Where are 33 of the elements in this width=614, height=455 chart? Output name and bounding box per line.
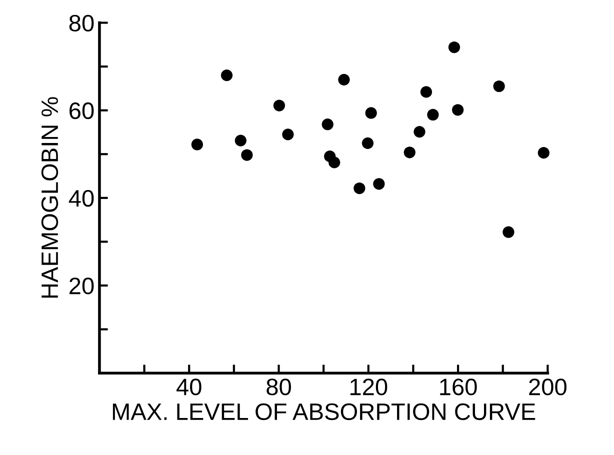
point	[354, 182, 366, 194]
y-tick-label: 40	[68, 190, 94, 207]
point	[448, 41, 460, 54]
point	[538, 147, 550, 159]
point	[234, 134, 246, 146]
point	[404, 146, 416, 158]
point	[414, 126, 426, 138]
x-axis-title: MAX. LEVEL OF ABSORPTION CURVE	[112, 403, 536, 420]
point	[328, 156, 340, 168]
point	[420, 86, 432, 98]
y-tick-label: 20	[70, 278, 94, 294]
point	[373, 178, 385, 190]
y-tick-label: 60	[70, 102, 94, 120]
point	[338, 74, 350, 86]
point	[362, 137, 374, 149]
point	[273, 100, 286, 112]
point	[191, 138, 203, 150]
x-tick-label: 160	[440, 378, 477, 396]
x-tick-label: 200	[529, 378, 566, 396]
point	[220, 69, 233, 82]
x-tick-label: 120	[350, 378, 388, 396]
point	[427, 108, 439, 121]
y-tick-label: 80	[69, 14, 94, 32]
y-axis-title: HAEMOGLOBIN %	[41, 97, 58, 298]
point	[282, 128, 294, 140]
point	[452, 104, 464, 116]
point	[322, 118, 334, 130]
point	[502, 226, 514, 238]
point	[241, 149, 253, 161]
x-tick-label: 40	[176, 378, 202, 396]
x-tick-label: 80	[266, 378, 291, 396]
point	[493, 80, 505, 92]
point	[365, 107, 377, 119]
